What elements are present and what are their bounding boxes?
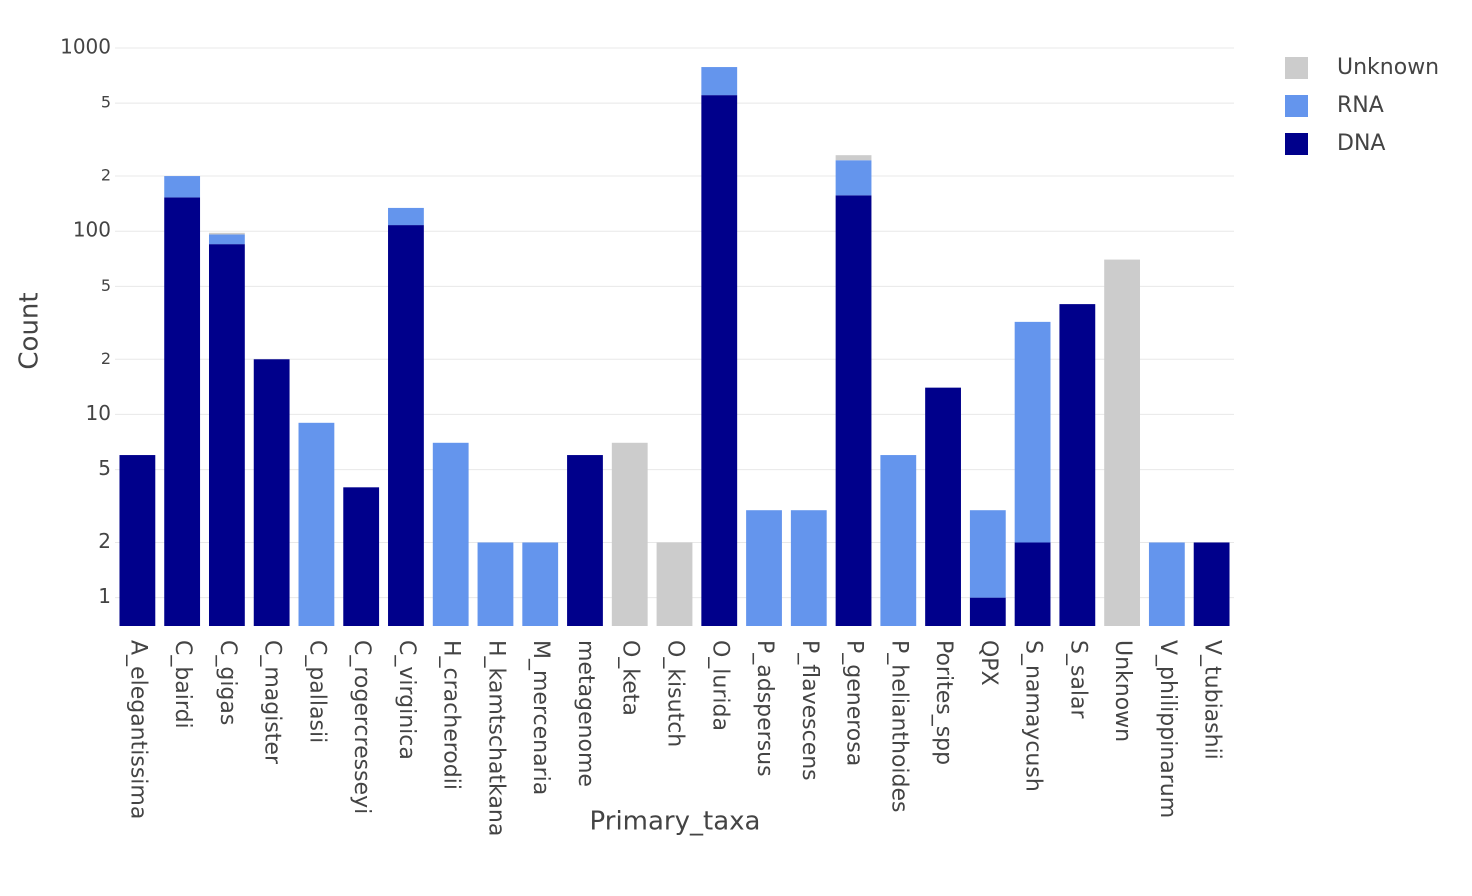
x-tick-label: QPX [976, 640, 1001, 686]
bar-segment [253, 359, 290, 626]
bar-segment [1148, 542, 1185, 626]
x-tick-label: C_gigas [215, 640, 240, 725]
y-tick-label: 100 [73, 218, 111, 242]
x-tick-label: S_namaycush [1021, 640, 1046, 792]
bar-segment [656, 542, 693, 626]
bar-segment [1104, 259, 1141, 626]
legend-swatch [1285, 57, 1308, 79]
bar-segment [432, 442, 469, 626]
bar-segment [880, 455, 917, 626]
bar-segment [835, 160, 872, 196]
y-tick-label: 2 [101, 166, 111, 185]
bar-segment [164, 176, 201, 198]
x-tick-label: O_kisutch [663, 640, 688, 747]
bar-segment [388, 225, 424, 626]
x-tick-label: V_tubiashii [1200, 640, 1225, 760]
bar-segment [925, 387, 961, 626]
x-tick-label: P_adspersus [752, 640, 777, 777]
bar-segment [388, 207, 424, 226]
bar-segment [208, 234, 245, 245]
bar-segment [343, 487, 380, 626]
bar-segment [1014, 321, 1051, 543]
bar-segment [611, 442, 648, 626]
x-tick-label: H_kamtschatkana [483, 640, 508, 836]
bar-segment [746, 510, 782, 626]
x-tick-label: P_generosa [842, 640, 867, 766]
bar-segment [1014, 542, 1051, 626]
bar-segment [208, 232, 245, 235]
y-axis-title: Count [15, 292, 45, 369]
bar-segment [1059, 304, 1096, 626]
x-tick-label: H_cracherodii [439, 640, 464, 790]
bar-segment [835, 155, 872, 161]
x-tick-label: O_lurida [707, 640, 732, 731]
bar-segment [1193, 542, 1230, 626]
y-tick-label: 5 [101, 93, 111, 112]
bar-segment [701, 95, 738, 627]
bar-segment [969, 510, 1006, 598]
legend-swatch [1285, 95, 1308, 117]
y-tick-label: 1 [98, 584, 111, 608]
x-tick-label: V_philippinarum [1155, 640, 1180, 818]
legend-label: DNA [1337, 131, 1385, 156]
bar-segment [969, 597, 1006, 626]
legend-swatch [1285, 133, 1308, 155]
bar-segment [119, 455, 156, 626]
y-tick-label: 5 [101, 276, 111, 295]
bar-segment [835, 195, 872, 627]
x-tick-label: A_elegantissima [125, 640, 150, 819]
x-tick-label: C_bairdi [170, 640, 195, 729]
x-tick-label: C_virginica [394, 640, 419, 760]
y-tick-label: 2 [101, 349, 111, 368]
x-tick-label: M_mercenaria [528, 640, 553, 795]
legend-label: RNA [1337, 93, 1384, 118]
legend-label: Unknown [1337, 55, 1439, 80]
x-tick-label: O_keta [618, 640, 643, 716]
bar-segment [298, 422, 335, 626]
bar-segment [567, 455, 603, 626]
x-tick-label: P_flavescens [797, 640, 822, 781]
x-axis-title: Primary_taxa [590, 807, 761, 837]
x-tick-label: metagenome [573, 640, 598, 787]
y-tick-label: 5 [98, 456, 111, 480]
x-tick-label: C_rogercresseyi [349, 640, 374, 814]
y-tick-label: 10 [86, 401, 111, 425]
x-tick-label: Unknown [1110, 640, 1135, 742]
y-tick-label: 1000 [60, 35, 111, 59]
y-tick-label: 2 [98, 529, 111, 553]
bar-segment [522, 542, 559, 626]
x-tick-label: Porites_spp [931, 640, 956, 765]
x-tick-label: C_magister [260, 640, 285, 765]
x-tick-label: C_pallasii [304, 640, 329, 743]
bar-segment [164, 197, 201, 626]
x-tick-label: P_helianthoides [886, 640, 911, 813]
x-tick-label: S_salar [1065, 640, 1090, 720]
bar-segment [701, 67, 738, 96]
bar-segment [790, 510, 827, 626]
bar-segment [208, 244, 245, 626]
bar-segment [477, 542, 514, 626]
